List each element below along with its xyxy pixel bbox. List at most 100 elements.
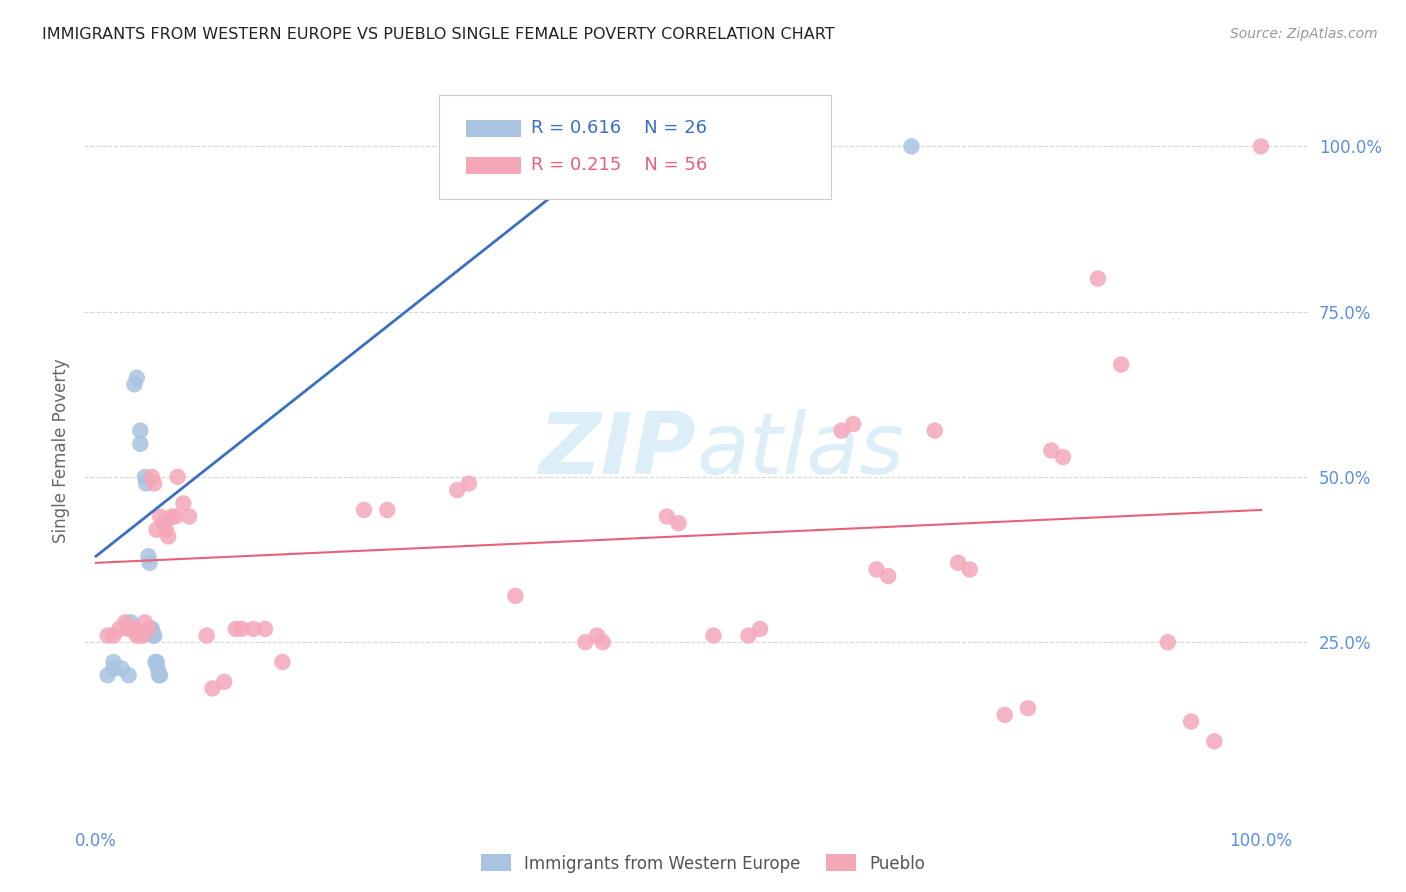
Point <box>142 629 165 643</box>
Point <box>877 569 900 583</box>
Text: R = 0.215    N = 56: R = 0.215 N = 56 <box>531 156 707 175</box>
Point <box>145 655 167 669</box>
Point <box>924 424 946 438</box>
Point <box>114 615 136 630</box>
Point <box>492 139 515 153</box>
Point <box>842 417 865 431</box>
Text: Source: ZipAtlas.com: Source: ZipAtlas.com <box>1230 27 1378 41</box>
Point <box>125 370 148 384</box>
Point <box>505 589 527 603</box>
Y-axis label: Single Female Poverty: Single Female Poverty <box>52 359 70 542</box>
Point <box>172 496 194 510</box>
Point <box>446 483 468 497</box>
Point <box>212 674 235 689</box>
Point <box>225 622 247 636</box>
Point <box>141 622 163 636</box>
Point <box>157 529 180 543</box>
Point <box>586 629 609 643</box>
Point <box>865 562 887 576</box>
Point <box>592 635 614 649</box>
Point <box>831 424 853 438</box>
Point <box>165 509 187 524</box>
Legend: Immigrants from Western Europe, Pueblo: Immigrants from Western Europe, Pueblo <box>474 847 932 880</box>
Text: ZIP: ZIP <box>538 409 696 492</box>
Point <box>134 615 156 630</box>
FancyBboxPatch shape <box>465 157 522 174</box>
Text: atlas: atlas <box>696 409 904 492</box>
Point <box>141 470 163 484</box>
Point <box>195 629 218 643</box>
Point <box>574 139 596 153</box>
Point <box>375 503 398 517</box>
Point <box>138 549 160 564</box>
Point <box>242 622 264 636</box>
Point <box>125 629 148 643</box>
FancyBboxPatch shape <box>439 95 831 199</box>
Point <box>994 707 1017 722</box>
Point <box>253 622 276 636</box>
Point <box>129 629 152 643</box>
Point <box>103 629 125 643</box>
Point <box>900 139 922 153</box>
Point <box>160 509 183 524</box>
Text: IMMIGRANTS FROM WESTERN EUROPE VS PUEBLO SINGLE FEMALE POVERTY CORRELATION CHART: IMMIGRANTS FROM WESTERN EUROPE VS PUEBLO… <box>42 27 835 42</box>
Point <box>120 622 142 636</box>
Point <box>155 523 177 537</box>
Point <box>117 622 139 636</box>
Point <box>1204 734 1226 748</box>
Point <box>152 516 174 531</box>
Point <box>1180 714 1202 729</box>
Point <box>145 655 167 669</box>
Point <box>271 655 294 669</box>
Point <box>959 562 981 576</box>
Point <box>129 424 152 438</box>
Point <box>1017 701 1039 715</box>
FancyBboxPatch shape <box>465 120 522 136</box>
Point <box>353 503 375 517</box>
Point <box>117 668 139 682</box>
Point <box>668 516 690 531</box>
Point <box>149 668 172 682</box>
Point <box>231 622 253 636</box>
Point <box>946 556 969 570</box>
Point <box>103 662 125 676</box>
Point <box>749 622 772 636</box>
Point <box>166 470 188 484</box>
Point <box>574 635 596 649</box>
Point <box>1052 450 1074 464</box>
Point <box>1087 271 1109 285</box>
Point <box>129 437 152 451</box>
Point <box>135 476 157 491</box>
Point <box>97 668 120 682</box>
Point <box>149 509 172 524</box>
Point <box>124 377 146 392</box>
Point <box>148 668 170 682</box>
Point <box>138 556 160 570</box>
Point <box>131 629 153 643</box>
Point <box>122 622 145 636</box>
Point <box>201 681 224 696</box>
Point <box>1040 443 1063 458</box>
Point <box>103 655 125 669</box>
Point <box>1157 635 1180 649</box>
Point <box>737 629 759 643</box>
Point <box>143 476 166 491</box>
Point <box>457 476 479 491</box>
Point <box>138 622 160 636</box>
Point <box>655 509 678 524</box>
Point <box>146 662 169 676</box>
Point <box>138 622 160 636</box>
Point <box>108 622 131 636</box>
Text: R = 0.616    N = 26: R = 0.616 N = 26 <box>531 120 707 137</box>
Point <box>97 629 120 643</box>
Point <box>111 662 134 676</box>
Point <box>1250 139 1272 153</box>
Point <box>120 615 142 630</box>
Point <box>179 509 201 524</box>
Point <box>1109 358 1132 372</box>
Point <box>139 622 162 636</box>
Point <box>134 470 156 484</box>
Point <box>145 523 167 537</box>
Point <box>143 629 166 643</box>
Point <box>702 629 724 643</box>
